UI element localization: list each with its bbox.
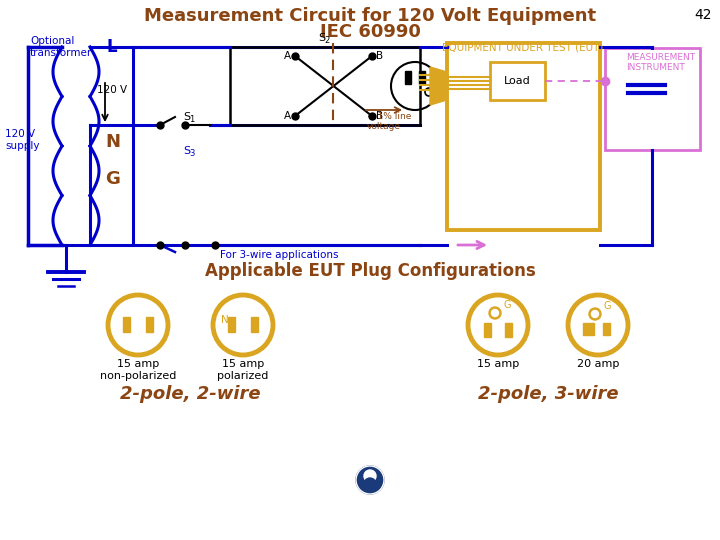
Text: A: A <box>284 51 291 61</box>
Text: 3: 3 <box>189 149 194 158</box>
Text: 15 amp
polarized: 15 amp polarized <box>217 359 269 381</box>
Text: A: A <box>284 111 291 121</box>
Text: 2-pole, 2-wire: 2-pole, 2-wire <box>120 385 261 403</box>
Circle shape <box>356 466 384 494</box>
Text: 2-pole, 3-wire: 2-pole, 3-wire <box>477 385 618 403</box>
Bar <box>123 317 130 332</box>
Text: 20 amp: 20 amp <box>577 359 619 369</box>
Text: L: L <box>107 38 117 56</box>
Circle shape <box>492 309 498 316</box>
Text: 120 V: 120 V <box>97 85 127 95</box>
Text: Optional
transformer: Optional transformer <box>30 36 92 58</box>
Text: For 3-wire applications: For 3-wire applications <box>220 250 338 260</box>
Text: 15 amp: 15 amp <box>477 359 519 369</box>
Text: N: N <box>221 315 229 325</box>
Bar <box>603 323 610 335</box>
Text: S: S <box>318 33 325 43</box>
Text: G: G <box>603 301 611 311</box>
Circle shape <box>489 307 501 319</box>
Text: < 1% line
voltage: < 1% line voltage <box>367 112 411 131</box>
Bar <box>251 317 258 332</box>
Bar <box>583 323 594 335</box>
Text: G: G <box>105 170 120 188</box>
Bar <box>490 62 545 100</box>
Text: G: G <box>503 300 510 310</box>
Circle shape <box>589 308 601 320</box>
Text: S: S <box>183 112 190 122</box>
Bar <box>146 317 153 332</box>
Bar <box>419 71 425 84</box>
Bar <box>405 71 411 84</box>
Bar <box>447 43 600 230</box>
Text: 2: 2 <box>324 36 329 45</box>
Polygon shape <box>430 67 447 105</box>
Text: 42: 42 <box>695 8 712 22</box>
Text: MEASUREMENT
INSTRUMENT: MEASUREMENT INSTRUMENT <box>626 53 695 72</box>
Text: 15 amp
non-polarized: 15 amp non-polarized <box>100 359 176 381</box>
Text: IEC 60990: IEC 60990 <box>320 23 420 41</box>
Text: N: N <box>105 133 120 151</box>
Bar <box>484 323 491 337</box>
Text: B: B <box>376 51 383 61</box>
Text: Load: Load <box>503 76 531 86</box>
Text: S: S <box>183 146 190 156</box>
Text: 120 V
supply: 120 V supply <box>5 129 40 151</box>
Text: 1: 1 <box>189 115 194 124</box>
Text: B: B <box>376 111 383 121</box>
Bar <box>505 323 512 337</box>
Circle shape <box>364 470 376 482</box>
Bar <box>228 317 235 332</box>
Circle shape <box>364 478 376 490</box>
Text: Applicable EUT Plug Configurations: Applicable EUT Plug Configurations <box>204 262 536 280</box>
Text: EQUIPMENT UNDER TEST (EUT): EQUIPMENT UNDER TEST (EUT) <box>442 43 603 53</box>
Circle shape <box>592 310 598 318</box>
Text: Measurement Circuit for 120 Volt Equipment: Measurement Circuit for 120 Volt Equipme… <box>144 7 596 25</box>
Bar <box>605 48 700 150</box>
